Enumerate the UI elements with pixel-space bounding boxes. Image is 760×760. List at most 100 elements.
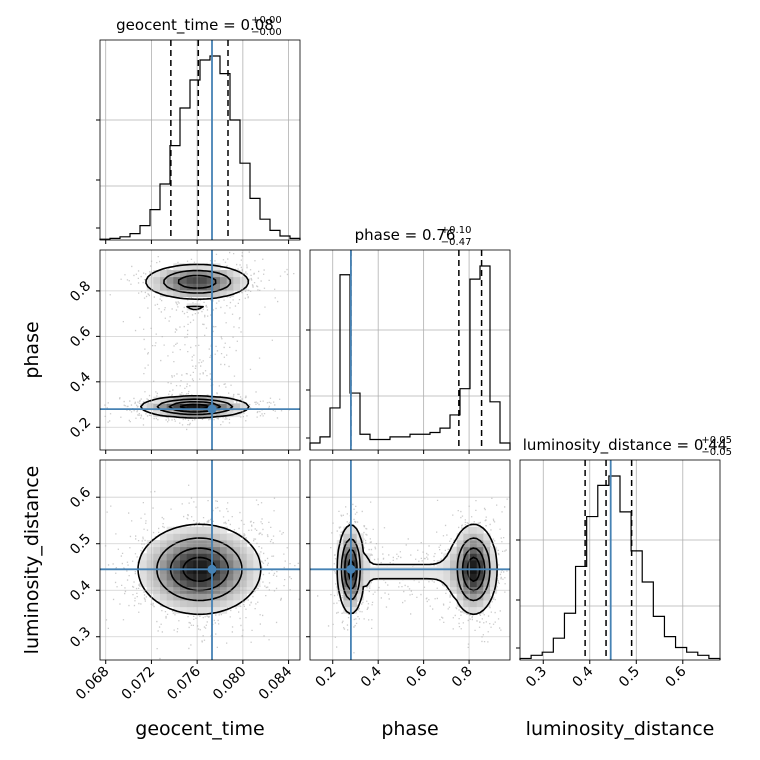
density-cell [463,600,471,608]
density-cell [160,553,168,561]
density-cell [200,276,208,284]
panel-background [310,250,510,450]
density-cell [343,573,351,581]
density-cell [416,566,424,574]
density-cell [240,546,248,554]
density-cell [490,580,498,588]
density-cell [180,580,188,588]
title-name: phase [355,226,400,244]
density-cell [186,560,194,568]
density-cell [456,553,464,561]
density-cell [180,533,188,541]
density-cell [200,283,208,291]
density-cell [173,533,181,541]
density-cell [370,573,378,581]
density-cell [200,270,208,278]
density-cell [383,566,391,574]
density-cell [336,546,344,554]
panel-title-luminosity_distance: luminosity_distance = 0.44 [523,436,727,455]
density-cell [483,533,491,541]
density-cell [180,270,188,278]
density-cell [153,580,161,588]
density-cell [160,533,168,541]
panel-frame [99,39,301,241]
density-cell [490,573,498,581]
density-cell [146,403,154,411]
density-cell [186,566,194,574]
density-cell [160,283,168,291]
density-cell [213,403,221,411]
y-axis-label-phase: phase [21,321,43,378]
density-cell [166,270,174,278]
density-shading [140,526,261,614]
density-cell [140,566,148,574]
density-cell [350,580,358,588]
density-cell [463,553,471,561]
density-cell [226,560,234,568]
density-cell [173,276,181,284]
density-cell [490,566,498,574]
density-cell [186,410,194,418]
density-cell [220,410,228,418]
x-tick-label: 0.6 [663,663,690,690]
x-tick-label: 0.3 [523,664,550,691]
y-tick-label: 0.5 [67,531,94,558]
density-cell [160,593,168,601]
title-name: luminosity_distance [523,436,672,455]
density-cell [146,573,154,581]
density-cell [476,553,484,561]
density-cell [226,593,234,601]
density-cell [206,526,214,534]
density-cell [233,546,241,554]
density-cell [240,573,248,581]
density-cell [396,566,404,574]
density-cell [180,546,188,554]
density-cell [233,566,241,574]
hist-panel-luminosity_distance: luminosity_distance = 0.44+0.05−0.05 [516,435,732,664]
density-cell [240,276,248,284]
density-cell [180,290,188,298]
y-tick-label: 0.6 [67,323,94,350]
hist-panel-geocent_time: geocent_time = 0.08+0.00−0.00 [96,15,301,244]
y-tick-label: 0.8 [67,278,94,305]
contour-level-0 [336,523,498,616]
density-cell [240,560,248,568]
x-tick-label: 0.6 [403,663,430,690]
density-cell [180,560,188,568]
density-cell [483,573,491,581]
density-cell [390,573,398,581]
density-cell [450,580,458,588]
density-cell [233,283,241,291]
density-cell [476,600,484,608]
density-cell [220,546,228,554]
density-cell [153,283,161,291]
density-cell [343,606,351,614]
density-cell [173,283,181,291]
density-layer [100,250,300,450]
y-tick-label: 0.4 [67,369,94,396]
density-cell [343,546,351,554]
density-cell [370,566,378,574]
density-cell [200,533,208,541]
density-cell [253,553,261,561]
density-panel-phase-vs-luminosity_distance [306,459,511,664]
density-cell [146,566,154,574]
density-cell [456,573,464,581]
density-cell [350,526,358,534]
density-cell [173,606,181,614]
density-cell [253,560,261,568]
density-cell [233,560,241,568]
density-cell [213,276,221,284]
density-cell [483,593,491,601]
x-tick-label: 0.072 [119,664,159,704]
density-cell [213,546,221,554]
title-upper-error: +0.05 [701,435,732,446]
x-tick-label: 0.068 [73,664,113,704]
density-cell [356,580,364,588]
density-cell [363,560,371,568]
density-cell [200,526,208,534]
density-cell [226,290,234,298]
density-cell [153,573,161,581]
density-cell [200,396,208,404]
